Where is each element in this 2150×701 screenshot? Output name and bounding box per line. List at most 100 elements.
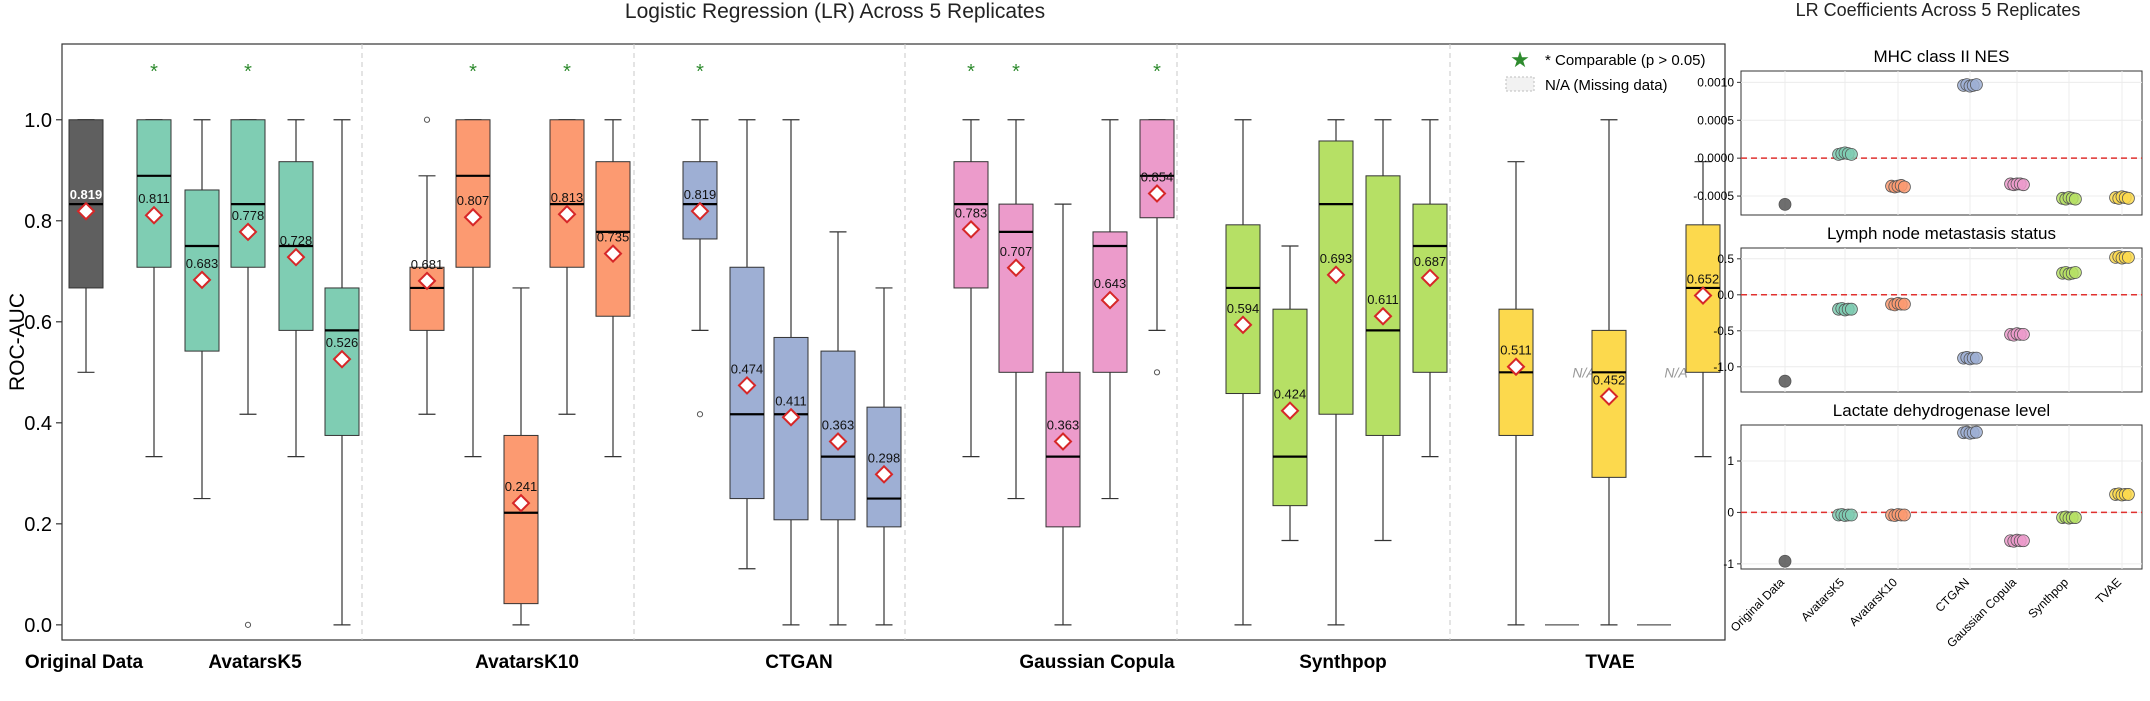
legend-na-swatch <box>1505 76 1535 92</box>
box-iqr <box>455 119 491 268</box>
y-axis-label: ROC-AUC <box>6 293 29 391</box>
coef-point <box>1845 508 1858 522</box>
main-boxplot: 0.0 0.2 0.4 0.6 0.8 1.0 ROC-AUC 0.819 0.811 * 0.68… <box>6 43 1726 673</box>
mean-marker <box>828 432 848 451</box>
panel-frame <box>1740 247 2143 393</box>
outlier-point <box>1153 369 1161 376</box>
mean-marker <box>961 219 981 239</box>
x-category-label: Original Data <box>1728 575 1788 635</box>
mean-marker <box>1280 401 1300 421</box>
y-tick-label: -1.0 <box>1713 360 1734 374</box>
mean-value-label: 0.854 <box>1141 170 1174 185</box>
box-iqr <box>1225 224 1261 395</box>
mean-value-label: 0.363 <box>822 418 855 433</box>
y-tick-label: 0.2 <box>24 514 52 536</box>
na-label: N/A <box>1664 364 1687 380</box>
x-category-label: AvatarsK10 <box>1847 575 1901 629</box>
significance-star: * <box>563 61 571 83</box>
mean-marker <box>192 270 212 290</box>
main-title: Logistic Regression (LR) Across 5 Replic… <box>625 0 1045 23</box>
mean-value-label: 0.811 <box>138 191 170 206</box>
significance-star: * <box>1012 61 1020 83</box>
coef-panel: Lymph node metastasis status -1.0 -0.5 0.0 0… <box>1713 224 2143 393</box>
mean-value-label: 0.474 <box>731 361 764 376</box>
y-tick-label: 1 <box>1727 454 1734 468</box>
coef-point <box>2121 250 2135 264</box>
box-iqr <box>136 119 172 268</box>
mean-marker <box>76 201 96 221</box>
mean-marker <box>1147 184 1167 203</box>
panel-frame <box>1740 70 2143 216</box>
significance-star: * <box>244 61 252 83</box>
mean-marker <box>511 493 531 513</box>
mean-marker <box>1693 286 1713 305</box>
coef-point <box>2017 327 2030 341</box>
coef-point <box>1898 180 1911 194</box>
box-iqr <box>773 336 809 521</box>
mean-marker <box>1420 268 1440 288</box>
mean-marker <box>463 207 483 227</box>
y-tick-label: 1.0 <box>24 110 52 132</box>
mean-value-label: 0.807 <box>457 193 490 208</box>
mean-value-label: 0.363 <box>1047 418 1080 433</box>
significance-star: * <box>1153 61 1161 83</box>
y-tick-label: -0.0005 <box>1693 189 1734 203</box>
plot-frame <box>61 43 1726 641</box>
legend-star-icon: ★ <box>1510 47 1530 72</box>
x-group-label: Original Data <box>25 652 144 673</box>
box-iqr <box>1685 224 1721 373</box>
mean-marker <box>238 222 258 242</box>
coef-panel: Lactate dehydrogenase level -1 0 1 Original … <box>1723 401 2143 650</box>
coef-point <box>2121 191 2135 205</box>
mean-value-label: 0.652 <box>1687 272 1720 287</box>
x-category-label: AvatarsK5 <box>1798 575 1847 624</box>
y-tick-label: 0.0005 <box>1697 113 1734 127</box>
mean-value-label: 0.594 <box>1227 301 1260 316</box>
mean-value-label: 0.778 <box>232 208 265 223</box>
coef-point <box>1778 554 1792 568</box>
x-category-label: CTGAN <box>1933 575 1973 615</box>
y-tick-label: 0.4 <box>24 413 52 435</box>
mean-marker <box>1506 357 1526 377</box>
y-tick-label: 0.0010 <box>1697 75 1734 89</box>
y-tick-label: -1 <box>1723 557 1734 571</box>
x-category-label: Synthpop <box>2025 575 2071 621</box>
outlier-point <box>696 411 704 418</box>
mean-marker <box>737 376 757 395</box>
coef-point <box>2068 266 2082 279</box>
mean-value-label: 0.813 <box>551 190 584 205</box>
mean-marker <box>557 204 577 224</box>
box-iqr <box>595 161 631 317</box>
side-title: LR Coefficients Across 5 Replicates <box>1796 0 2081 20</box>
mean-value-label: 0.681 <box>411 257 444 272</box>
coefficient-panels: MHC class II NES-0.00050.00000.00050.001… <box>1693 47 2143 650</box>
coef-point <box>1898 508 1911 522</box>
box-iqr <box>230 119 266 268</box>
mean-marker <box>332 349 352 369</box>
coef-point <box>2121 488 2135 501</box>
box-iqr <box>503 434 539 605</box>
mean-value-label: 0.728 <box>280 233 313 248</box>
significance-star: * <box>696 61 704 83</box>
mean-value-label: 0.819 <box>70 187 103 202</box>
x-category-label: TVAE <box>2093 575 2124 606</box>
x-group-label: AvatarsK5 <box>208 652 302 673</box>
mean-value-label: 0.452 <box>1593 373 1626 388</box>
mean-value-label: 0.683 <box>186 256 219 271</box>
mean-value-label: 0.241 <box>505 479 538 494</box>
box-iqr <box>549 119 585 268</box>
mean-marker <box>781 407 801 427</box>
coef-point <box>1970 78 1983 92</box>
mean-value-label: 0.693 <box>1320 251 1353 266</box>
mean-marker <box>603 244 623 264</box>
mean-marker <box>690 201 710 221</box>
box-iqr <box>998 203 1034 373</box>
mean-marker <box>874 464 894 484</box>
y-tick-label: 0 <box>1727 505 1734 519</box>
significance-star: * <box>150 61 158 83</box>
y-tick-label: 0.0000 <box>1697 151 1734 165</box>
mean-value-label: 0.424 <box>1274 387 1307 402</box>
y-tick-label: 0.0 <box>24 615 52 637</box>
